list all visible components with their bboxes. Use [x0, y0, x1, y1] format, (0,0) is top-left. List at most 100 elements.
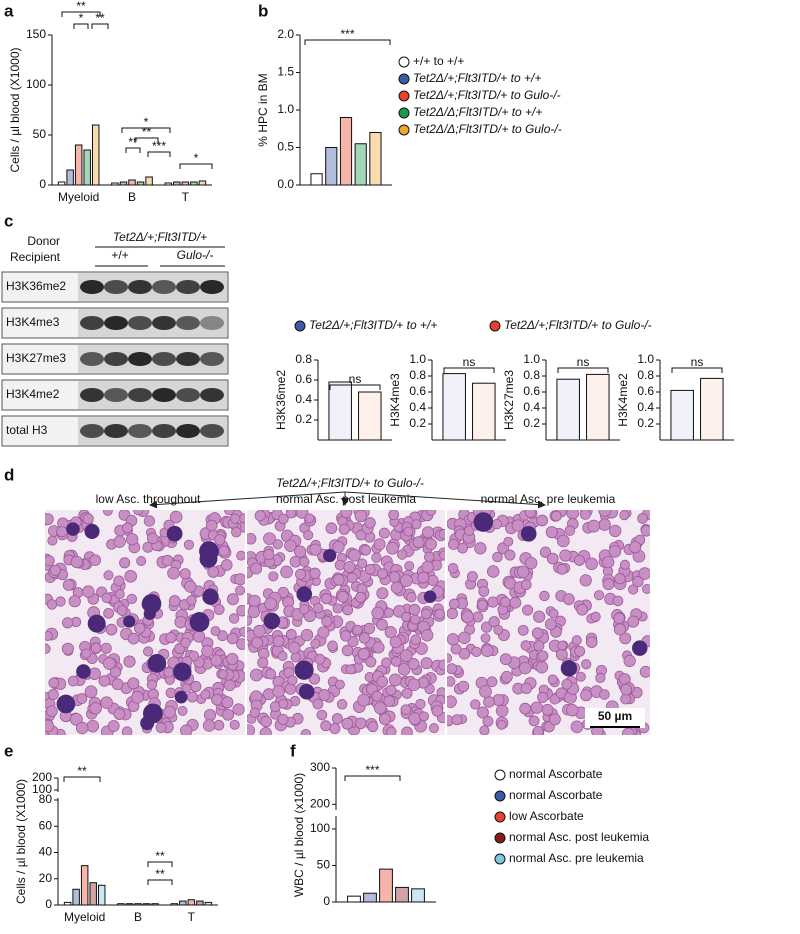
rbc [277, 651, 288, 661]
micrographs: 50 µm [45, 510, 650, 735]
rbc [234, 573, 245, 586]
rbc [352, 624, 363, 636]
rbc [332, 603, 343, 614]
rbc [488, 616, 500, 628]
rbc [457, 542, 468, 554]
rbc [536, 514, 548, 527]
significance-bracket [147, 861, 173, 867]
rbc [537, 691, 549, 703]
bar [74, 144, 83, 186]
blot-band [128, 352, 152, 366]
rbc [586, 636, 598, 648]
rbc [290, 652, 301, 663]
rbc [367, 721, 379, 733]
blot-row-label: total H3 [6, 423, 48, 437]
rbc [236, 550, 245, 561]
rbc [376, 675, 389, 688]
rbc [211, 693, 223, 706]
y-tick-label: 0.2 [637, 416, 654, 430]
bar [119, 181, 128, 186]
rbc [257, 657, 269, 669]
rbc [447, 676, 456, 687]
rbc [471, 646, 482, 657]
rbc [183, 539, 195, 550]
blot-label: Donor [27, 234, 60, 248]
rbc [637, 513, 648, 524]
rbc [102, 510, 113, 516]
rbc [372, 641, 385, 654]
rbc [284, 683, 297, 695]
rbc [580, 689, 593, 702]
rbc [309, 543, 322, 556]
rbc [576, 603, 589, 616]
blot-band [80, 316, 104, 330]
panel-label: d [4, 465, 14, 484]
rbc [517, 624, 529, 636]
wbc [84, 523, 100, 539]
y-tick-label: 0.2 [523, 416, 540, 430]
rbc [623, 654, 636, 668]
rbc [476, 706, 489, 719]
rbc [165, 632, 177, 644]
rbc [316, 709, 328, 721]
rbc [56, 526, 68, 538]
micrograph-label: normal Asc. post leukemia [276, 492, 416, 506]
rbc [318, 689, 331, 701]
y-axis-label: % HPC in BM [256, 73, 270, 146]
legend-label: normal Asc. pre leukemia [509, 851, 644, 865]
rbc [447, 563, 459, 574]
rbc [341, 644, 354, 657]
rbc [303, 530, 314, 541]
bar [198, 180, 207, 186]
rbc [420, 608, 432, 620]
rbc [396, 549, 408, 560]
blot-band [128, 316, 152, 330]
rbc [593, 590, 605, 601]
rbc [61, 642, 74, 655]
arrow [344, 491, 546, 509]
rbc [561, 678, 573, 690]
rbc [595, 672, 606, 684]
rbc [272, 685, 285, 698]
rbc [308, 673, 321, 685]
rbc [566, 510, 580, 520]
blot-band [200, 316, 224, 330]
rbc [249, 707, 260, 718]
legend-dot [494, 832, 506, 844]
bar [170, 903, 179, 906]
rbc [285, 510, 296, 519]
rbc [76, 693, 88, 704]
bar [97, 884, 106, 906]
rbc [62, 617, 74, 629]
rbc [277, 713, 289, 725]
rbc [325, 522, 338, 535]
rbc [438, 529, 445, 540]
rbc [119, 557, 131, 569]
x-tick-label: Myeloid [58, 190, 99, 204]
rbc [439, 550, 445, 561]
rbc [511, 519, 524, 532]
rbc [546, 552, 559, 565]
rbc [537, 650, 549, 662]
rbc [371, 690, 383, 702]
rbc [155, 722, 167, 733]
rbc [619, 510, 630, 521]
bar [128, 179, 136, 186]
bar [325, 147, 338, 186]
rbc [165, 687, 177, 699]
rbc [247, 615, 253, 626]
blot-band [104, 316, 128, 330]
rbc [500, 670, 513, 683]
rbc [264, 597, 277, 611]
rbc [401, 611, 412, 622]
legend-dot [398, 124, 410, 136]
blot-band [176, 352, 200, 366]
rbc [609, 524, 622, 538]
legend-label: normal Ascorbate [509, 767, 603, 781]
bar [472, 382, 496, 441]
rbc [114, 589, 125, 600]
rbc [169, 510, 183, 524]
rbc [113, 575, 125, 587]
rbc [520, 579, 532, 591]
